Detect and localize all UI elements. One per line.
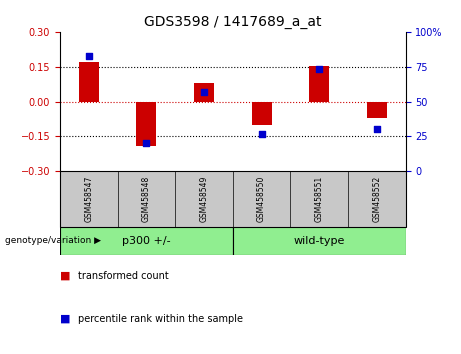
Title: GDS3598 / 1417689_a_at: GDS3598 / 1417689_a_at (144, 16, 322, 29)
Bar (79, 62, 99, 102)
Text: GSM458552: GSM458552 (372, 176, 381, 222)
Bar (252, 102, 272, 125)
Point (258, 131, 266, 136)
Bar (233, 227, 406, 255)
Bar (60, 227, 233, 255)
Text: wild-type: wild-type (294, 236, 345, 246)
Text: GSM458549: GSM458549 (200, 176, 208, 222)
Text: GSM458547: GSM458547 (84, 176, 93, 222)
Text: transformed count: transformed count (78, 271, 169, 281)
Text: p300 +/-: p300 +/- (122, 236, 171, 246)
Bar (136, 102, 156, 146)
Text: ■: ■ (60, 271, 74, 281)
Text: GSM458548: GSM458548 (142, 176, 151, 222)
Bar (194, 83, 214, 102)
Text: ■: ■ (60, 314, 74, 324)
Point (315, 67, 323, 72)
Point (85, 53, 92, 58)
Bar (367, 102, 387, 118)
Text: genotype/variation ▶: genotype/variation ▶ (5, 236, 100, 245)
Point (200, 89, 207, 95)
Text: percentile rank within the sample: percentile rank within the sample (78, 314, 243, 324)
Point (142, 141, 150, 146)
Point (373, 127, 381, 132)
Bar (309, 65, 329, 102)
Text: GSM458550: GSM458550 (257, 176, 266, 222)
Text: GSM458551: GSM458551 (315, 176, 324, 222)
